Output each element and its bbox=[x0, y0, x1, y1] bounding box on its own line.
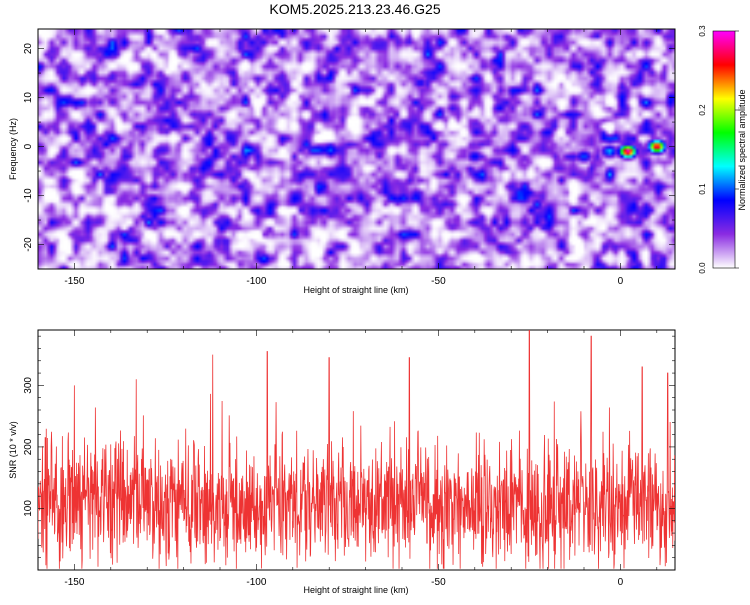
colorbar-tick-label: 0.1 bbox=[698, 183, 707, 195]
heatmap-x-tick-label: -100 bbox=[246, 276, 266, 287]
heatmap-y-tick-label: 20 bbox=[23, 43, 34, 55]
heatmap-x-label: Height of straight line (km) bbox=[303, 285, 408, 295]
snr-x-axis: -150 -100 -50 0 bbox=[37, 330, 658, 588]
snr-y-label: SNR (10 * v/v) bbox=[8, 421, 18, 479]
colorbar: 0.0 0.1 0.2 0.3 Normalized spectral amplitu… bbox=[698, 25, 747, 274]
heatmap-x-tick-label: 0 bbox=[618, 276, 624, 287]
heatmap-x-axis: -150 -100 -50 0 bbox=[37, 29, 658, 287]
snr-frame bbox=[37, 329, 676, 571]
snr-series-line bbox=[38, 330, 675, 569]
snr-y-tick-label: 200 bbox=[23, 438, 34, 455]
heatmap-y-tick-label: 10 bbox=[23, 92, 34, 104]
snr-y-tick-label: 100 bbox=[23, 500, 34, 517]
heatmap-y-tick-label: 0 bbox=[23, 143, 34, 149]
heatmap-y-axis: -20 -10 0 10 20 bbox=[23, 43, 675, 270]
snr-x-tick-label: 0 bbox=[618, 577, 624, 588]
heatmap-y-label: Frequency (Hz) bbox=[8, 118, 18, 180]
heatmap-frame bbox=[37, 28, 676, 270]
heatmap-x-tick-label: -150 bbox=[64, 276, 84, 287]
colorbar-label: Normalized spectral amplitude bbox=[737, 89, 747, 210]
snr-x-tick-label: -150 bbox=[64, 577, 84, 588]
colorbar-tick-label: 0.2 bbox=[698, 104, 707, 116]
snr-y-axis: 100 200 300 bbox=[23, 335, 675, 558]
snr-y-tick-label: 300 bbox=[23, 377, 34, 394]
snr-x-label: Height of straight line (km) bbox=[303, 585, 408, 595]
snr-x-tick-label: -100 bbox=[246, 577, 266, 588]
colorbar-tick-label: 0.3 bbox=[698, 25, 707, 37]
colorbar-tick-label: 0.0 bbox=[698, 262, 707, 274]
snr-x-tick-label: -50 bbox=[431, 577, 446, 588]
heatmap-x-tick-label: -50 bbox=[431, 276, 446, 287]
colorbar-ticks: 0.0 0.1 0.2 0.3 bbox=[698, 25, 739, 274]
snr-panel: -150 -100 -50 0 100 200 300 Height of straigh… bbox=[8, 329, 676, 595]
heatmap-y-tick-label: -10 bbox=[23, 188, 34, 203]
colorbar-gradient bbox=[712, 30, 736, 269]
heatmap-y-tick-label: -20 bbox=[23, 237, 34, 252]
heatmap-image bbox=[38, 29, 675, 269]
figure-title: KOM5.2025.213.23.46.G25 bbox=[269, 1, 440, 17]
